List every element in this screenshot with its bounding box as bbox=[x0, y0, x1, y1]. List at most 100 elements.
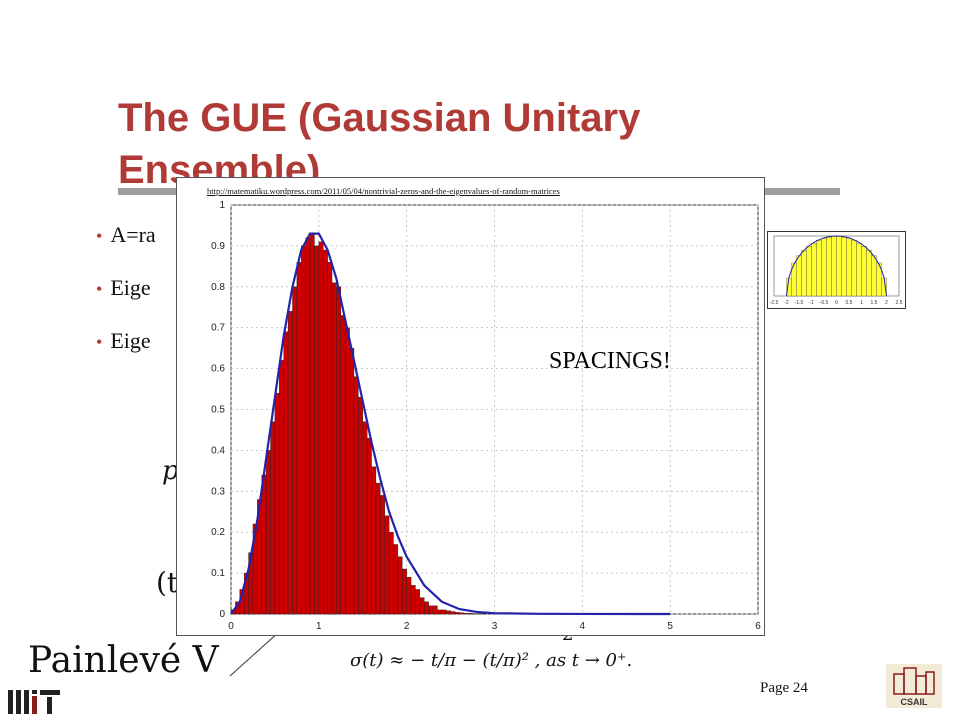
histogram-bar bbox=[318, 241, 324, 615]
histogram-bar bbox=[406, 576, 412, 615]
histogram-bar bbox=[327, 262, 333, 615]
histogram-bar bbox=[424, 601, 429, 615]
bullet-dot-icon: • bbox=[96, 279, 103, 299]
histogram-bar bbox=[314, 245, 320, 615]
inset-x-tick-label: 0 bbox=[835, 300, 838, 306]
inset-bar bbox=[821, 238, 827, 297]
bullet-item: • Eige bbox=[96, 275, 156, 301]
bullet-list: • A=ra • Eige • Eige bbox=[96, 222, 156, 381]
histogram-bar bbox=[309, 233, 315, 615]
mit-logo bbox=[8, 690, 60, 714]
inset-bar bbox=[841, 237, 847, 297]
histogram-bar bbox=[353, 376, 359, 615]
spacing-histogram-overlay: 0 0.1 0.2 0.3 0.4 0.5 0.6 0.7 0.8 0.9 1 0 1 2 3 4 5 6 htt… bbox=[176, 177, 765, 636]
histogram-bar bbox=[362, 421, 368, 615]
source-url-link[interactable]: http://matematiku.wordpress.com/2011/05/… bbox=[207, 186, 560, 196]
histogram-bar bbox=[415, 589, 421, 615]
histogram-bar bbox=[402, 568, 407, 615]
histogram-bar bbox=[323, 249, 328, 615]
x-tick-label: 0 bbox=[228, 621, 234, 632]
inset-semicircle-curve bbox=[786, 235, 887, 297]
y-tick-label: 0.3 bbox=[211, 486, 225, 497]
partial-formula-t: (t bbox=[156, 566, 179, 599]
leader-line bbox=[229, 630, 281, 677]
y-tick-label: 0.4 bbox=[211, 445, 225, 456]
inset-bar bbox=[856, 243, 862, 297]
histogram-bar bbox=[331, 282, 337, 615]
histogram-bar bbox=[388, 532, 394, 615]
slide-title: The GUE (Gaussian Unitary Ensemble) bbox=[118, 96, 641, 192]
histogram-bar bbox=[463, 612, 469, 615]
inset-bar bbox=[806, 246, 812, 297]
histogram-bar bbox=[419, 597, 425, 615]
inset-x-tick-label: 1 bbox=[860, 300, 863, 306]
histogram-bar bbox=[428, 605, 434, 615]
histogram-bar bbox=[296, 262, 302, 615]
x-tick-label: 6 bbox=[755, 621, 761, 632]
histogram-bar bbox=[336, 286, 341, 615]
x-tick-label: 2 bbox=[404, 621, 410, 632]
histogram-bar bbox=[340, 315, 346, 615]
inset-bar bbox=[851, 240, 857, 297]
x-tick-label: 1 bbox=[316, 621, 322, 632]
y-tick-label: 0.5 bbox=[211, 405, 225, 416]
histogram-bar bbox=[270, 421, 276, 615]
inset-x-tick-label: -1.5 bbox=[795, 300, 804, 306]
histogram-bar bbox=[454, 612, 460, 615]
inset-bar bbox=[816, 240, 822, 297]
sigma-formula: σ(t) ≈ − t/π − (t/π)² , as t → 0⁺. bbox=[350, 650, 633, 671]
inset-x-tick-label: -2 bbox=[784, 300, 789, 306]
histogram-bar bbox=[397, 556, 403, 615]
histogram-bar bbox=[441, 609, 447, 615]
x-tick-label: 5 bbox=[667, 621, 673, 632]
histogram-bar bbox=[274, 392, 280, 615]
histogram-bar bbox=[375, 482, 381, 615]
histogram-bar bbox=[467, 612, 473, 615]
semicircle-inset-chart: -2.5 -2 -1.5 -1 -0.5 0 0.5 1 1.5 2 2.5 bbox=[767, 231, 906, 309]
inset-bar bbox=[866, 250, 872, 297]
histogram-bar bbox=[292, 286, 298, 615]
inset-bar bbox=[831, 235, 837, 297]
inset-x-tick-label: 2.5 bbox=[896, 300, 903, 306]
histogram-bar bbox=[279, 360, 284, 615]
histogram-bar bbox=[445, 610, 451, 615]
bullet-dot-icon: • bbox=[96, 332, 103, 352]
histogram-bar bbox=[432, 605, 438, 615]
histogram-bar bbox=[287, 311, 293, 615]
histogram-bar bbox=[301, 245, 306, 615]
histogram-bar bbox=[437, 609, 442, 615]
inset-x-tick-label: -1 bbox=[809, 300, 814, 306]
page-number: Page 24 bbox=[760, 680, 808, 696]
y-tick-label: 0.7 bbox=[211, 323, 225, 334]
spacings-annotation: SPACINGS! bbox=[549, 348, 671, 374]
inset-x-tick-label: 0.5 bbox=[846, 300, 853, 306]
histogram-bar bbox=[366, 437, 372, 615]
bullet-item: • Eige bbox=[96, 328, 156, 354]
density-curve bbox=[230, 232, 671, 616]
histogram-bar bbox=[305, 237, 311, 615]
inset-bar bbox=[826, 237, 832, 297]
csail-logo: CSAIL bbox=[886, 664, 942, 708]
histogram-bar bbox=[393, 544, 399, 615]
y-tick-label: 0.8 bbox=[211, 282, 225, 293]
y-tick-label: 0.2 bbox=[211, 527, 225, 538]
bullet-text: Eige bbox=[110, 328, 151, 353]
bullet-dot-icon: • bbox=[96, 226, 103, 246]
x-tick-label: 4 bbox=[580, 621, 586, 632]
painleve-label: Painlevé V bbox=[28, 640, 219, 681]
histogram-bar bbox=[344, 327, 350, 615]
inset-bar bbox=[796, 255, 802, 297]
histogram-bar bbox=[384, 515, 390, 615]
inset-bar bbox=[801, 250, 807, 297]
svg-text:CSAIL: CSAIL bbox=[901, 697, 929, 707]
inset-bar bbox=[836, 235, 842, 297]
inset-x-tick-label: 1.5 bbox=[871, 300, 878, 306]
y-tick-label: 0.6 bbox=[211, 364, 225, 375]
x-tick-label: 3 bbox=[492, 621, 498, 632]
histogram-bar bbox=[283, 331, 289, 615]
y-tick-label: 0.9 bbox=[211, 241, 225, 252]
histogram-bar bbox=[380, 495, 385, 615]
bullet-text: Eige bbox=[110, 275, 151, 300]
histogram-bar bbox=[450, 611, 456, 615]
histogram-chart-svg: 0 0.1 0.2 0.3 0.4 0.5 0.6 0.7 0.8 0.9 1 0 1 2 3 4 5 6 bbox=[211, 200, 761, 632]
